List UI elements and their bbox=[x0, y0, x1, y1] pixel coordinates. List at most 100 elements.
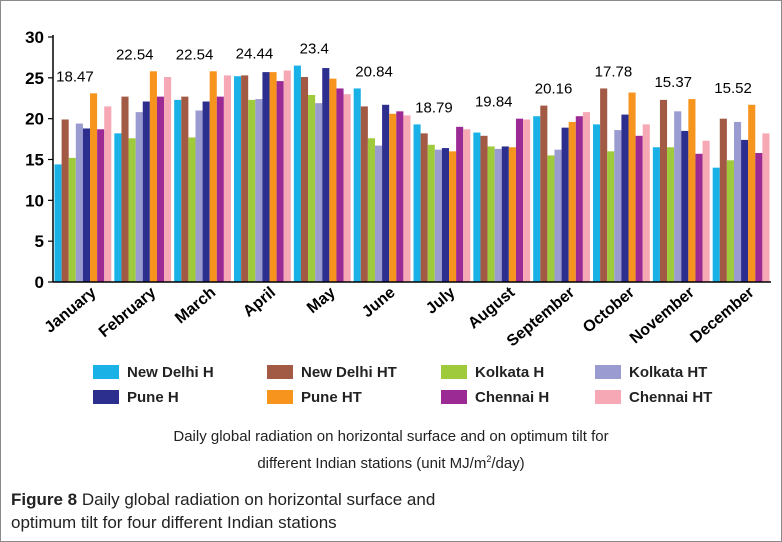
bar bbox=[223, 75, 231, 282]
chart-caption: Daily global radiation on horizontal sur… bbox=[41, 426, 741, 475]
bar bbox=[135, 112, 143, 282]
legend-item: New Delhi H bbox=[93, 362, 214, 382]
y-tick-label: 30 bbox=[25, 28, 44, 47]
x-tick-label: March bbox=[172, 284, 219, 327]
figure-label: Figure 8 bbox=[11, 490, 78, 509]
bar bbox=[188, 137, 196, 282]
bar bbox=[719, 118, 727, 283]
legend-swatch bbox=[595, 390, 621, 404]
bar bbox=[593, 124, 601, 282]
bar bbox=[420, 133, 428, 282]
bar bbox=[269, 72, 277, 282]
bar bbox=[262, 72, 270, 282]
bar bbox=[659, 99, 668, 282]
figure-caption-text-line1: Daily global radiation on horizontal sur… bbox=[77, 490, 436, 509]
legend-label: Chennai H bbox=[475, 388, 550, 406]
bar bbox=[142, 101, 150, 283]
data-annotation: 18.79 bbox=[415, 99, 453, 116]
bar bbox=[61, 119, 69, 282]
bar bbox=[90, 93, 98, 282]
bar bbox=[181, 96, 189, 282]
x-tick-label: June bbox=[359, 284, 399, 321]
x-tick-label: October bbox=[580, 284, 638, 336]
bar bbox=[688, 99, 696, 282]
bar bbox=[568, 121, 576, 282]
bar bbox=[681, 130, 689, 282]
x-tick-label: May bbox=[304, 284, 339, 317]
bar bbox=[741, 139, 749, 282]
bar bbox=[403, 115, 411, 283]
data-annotation: 20.84 bbox=[355, 63, 393, 80]
legend-label: New Delhi H bbox=[127, 363, 214, 381]
x-tick-label: December bbox=[687, 284, 757, 347]
bar bbox=[293, 65, 301, 282]
legend-swatch bbox=[267, 390, 293, 404]
bar bbox=[336, 88, 344, 282]
x-tick-label: July bbox=[423, 284, 459, 318]
bar bbox=[114, 133, 122, 282]
legend-label: Kolkata HT bbox=[629, 363, 708, 381]
chart-caption-line1: Daily global radiation on horizontal sur… bbox=[173, 428, 609, 445]
bar bbox=[322, 68, 330, 283]
bar bbox=[413, 124, 421, 282]
bar bbox=[329, 78, 337, 283]
bar bbox=[374, 145, 383, 282]
bar bbox=[762, 133, 770, 282]
bar bbox=[241, 75, 249, 282]
x-tick-label: February bbox=[96, 284, 159, 341]
chart-caption-line2-suffix: /day) bbox=[491, 455, 525, 472]
data-annotation: 15.37 bbox=[654, 74, 692, 91]
bar bbox=[68, 157, 76, 282]
legend-swatch bbox=[441, 390, 467, 404]
bar bbox=[487, 146, 495, 282]
bar bbox=[621, 114, 629, 282]
figure-caption-text-line2: optimum tilt for four different Indian s… bbox=[11, 513, 337, 532]
bar bbox=[343, 94, 351, 283]
legend-label: New Delhi HT bbox=[301, 363, 397, 381]
bar bbox=[283, 70, 291, 282]
bar bbox=[508, 147, 516, 282]
y-tick-label: 10 bbox=[25, 191, 44, 210]
bar bbox=[515, 118, 524, 283]
bar bbox=[540, 105, 548, 282]
bar bbox=[434, 149, 442, 282]
legend-label: Kolkata H bbox=[475, 363, 545, 381]
data-annotation: 20.16 bbox=[535, 81, 573, 98]
legend-item: Pune H bbox=[93, 387, 179, 407]
y-tick-label: 25 bbox=[25, 69, 44, 88]
bar bbox=[82, 128, 91, 282]
bar bbox=[156, 96, 165, 282]
bar bbox=[628, 92, 636, 283]
bar bbox=[308, 94, 316, 282]
bar bbox=[54, 164, 62, 282]
legend-label: Pune HT bbox=[301, 388, 362, 406]
bar bbox=[712, 167, 720, 282]
bar bbox=[702, 140, 710, 282]
bar bbox=[449, 151, 457, 282]
bar bbox=[255, 99, 263, 282]
legend-swatch bbox=[267, 365, 293, 379]
bar bbox=[501, 146, 509, 282]
bar bbox=[367, 138, 375, 282]
figure-caption: Figure 8 Daily global radiation on horiz… bbox=[11, 488, 751, 534]
legend-item: Chennai HT bbox=[595, 387, 712, 407]
bar bbox=[652, 147, 660, 282]
bar bbox=[209, 71, 217, 282]
y-tick-label: 5 bbox=[35, 232, 44, 251]
legend-item: New Delhi HT bbox=[267, 362, 397, 382]
bar bbox=[726, 160, 734, 282]
data-annotation: 18.47 bbox=[56, 68, 94, 85]
bar bbox=[600, 88, 608, 282]
x-tick-label: January bbox=[42, 284, 100, 337]
legend-swatch bbox=[93, 365, 119, 379]
legend-swatch bbox=[441, 365, 467, 379]
bar bbox=[554, 149, 562, 282]
legend-item: Kolkata H bbox=[441, 362, 544, 382]
bar bbox=[396, 111, 404, 282]
bar bbox=[360, 106, 368, 283]
x-tick-label: November bbox=[627, 284, 698, 347]
bar bbox=[441, 148, 450, 282]
bar bbox=[607, 151, 615, 282]
